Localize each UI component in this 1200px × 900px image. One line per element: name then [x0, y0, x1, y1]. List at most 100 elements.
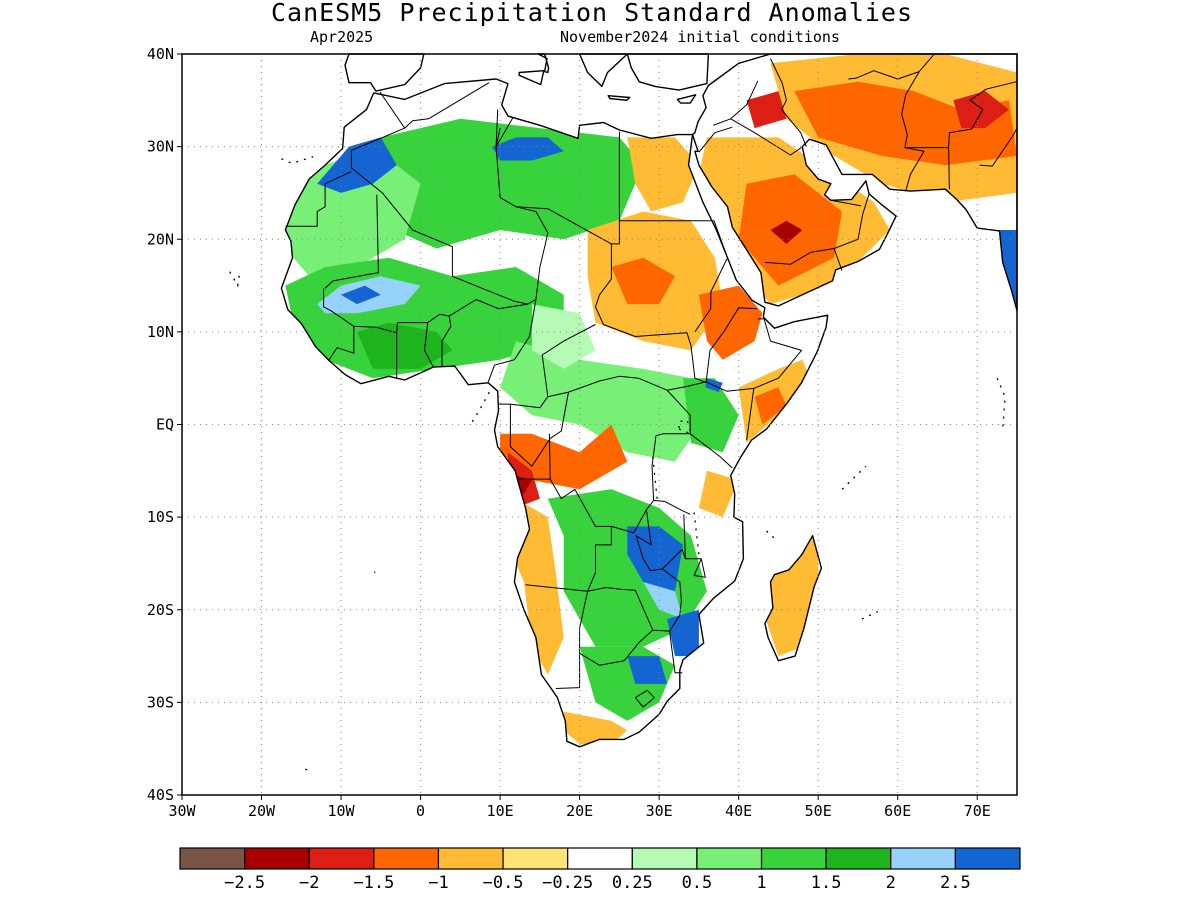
border-27 [611, 500, 654, 534]
anomaly-region-south-africa-blue [627, 656, 668, 684]
lon-label: 10E [487, 802, 514, 820]
island-11 [373, 571, 376, 574]
colorbar-label: 0.25 [612, 873, 653, 893]
border-37 [713, 80, 759, 126]
border-28 [635, 509, 686, 572]
anomaly-region-mozambique-blue [667, 609, 699, 657]
lon-label: 50E [805, 802, 832, 820]
colorbar-swatch [954, 847, 1021, 870]
border-22 [666, 389, 691, 434]
island-1 [229, 271, 240, 288]
lat-label: 10N [147, 323, 174, 341]
colorbar-label: 1 [756, 873, 766, 893]
lon-label: 60E [884, 802, 911, 820]
lat-label: 20N [147, 230, 174, 248]
border-20 [651, 435, 691, 515]
border-4 [495, 109, 499, 147]
coastline-8 [676, 94, 697, 104]
lat-label: 40S [147, 786, 174, 804]
anomaly-region-india-blue [993, 230, 1017, 305]
coastline-7 [607, 95, 631, 101]
coastline-2 [764, 535, 823, 662]
lat-label: 40N [147, 45, 174, 63]
colorbar [179, 847, 1021, 870]
anomaly-region-morocco-blue [317, 137, 397, 193]
border-44 [904, 81, 1017, 149]
border-39 [770, 58, 807, 147]
colorbar-label: 2 [886, 873, 896, 893]
anomaly-region-sudan-red [611, 257, 675, 305]
lat-label: 30N [147, 138, 174, 156]
anomaly-region-libya-blue [492, 137, 564, 161]
border-23 [690, 381, 755, 441]
border-24 [705, 307, 758, 382]
anomaly-region-zambia-lightblue [643, 582, 683, 619]
border-36 [730, 118, 802, 156]
colorbar-label: 2.5 [940, 873, 971, 893]
anomaly-region-cape-orange [563, 711, 628, 745]
colorbar-label: −2 [299, 873, 319, 893]
colorbar-label: −2.5 [224, 873, 265, 893]
colorbar-swatch [502, 847, 569, 870]
lon-label: 70E [964, 802, 991, 820]
coastline-4 [518, 70, 545, 86]
border-32 [555, 628, 581, 689]
border-29 [685, 558, 706, 578]
border-35 [634, 689, 655, 708]
initial-conditions-label: November2024 initial conditions [560, 28, 840, 46]
border-47 [848, 54, 934, 80]
colorbar-swatch [244, 847, 310, 870]
island-0 [281, 156, 314, 164]
colorbar-swatch [696, 847, 763, 870]
border-33 [579, 591, 589, 629]
lon-label: 20E [566, 802, 593, 820]
anomaly-fills [281, 54, 1017, 747]
island-7 [766, 530, 775, 539]
border-50 [495, 117, 514, 147]
lat-lon-grid [177, 53, 1017, 800]
anomaly-region-ethiopia-red [698, 285, 763, 360]
lon-label: 0 [416, 802, 425, 820]
border-31 [587, 587, 670, 632]
colorbar-swatch [567, 847, 633, 870]
border-42 [830, 199, 862, 207]
lat-label: 30S [147, 693, 174, 711]
island-3 [678, 419, 692, 435]
colorbar-label: 0.5 [682, 873, 713, 893]
anomaly-region-sahara-west-green [285, 146, 421, 277]
border-13 [448, 299, 528, 317]
anomaly-region-arabia-brown [770, 220, 803, 244]
colorbar-swatch [308, 847, 375, 870]
anomaly-region-kenya-green [683, 378, 739, 453]
colorbar-swatch [890, 847, 956, 870]
border-30 [662, 568, 683, 674]
map-frame [181, 53, 1018, 796]
colorbar-label: −0.5 [483, 873, 524, 893]
border-12 [328, 326, 355, 360]
colorbar-swatch [631, 847, 698, 870]
anomaly-region-somalia-red [754, 387, 787, 425]
border-48 [379, 91, 429, 129]
border-46 [979, 127, 1018, 167]
lon-label: 20W [248, 802, 276, 820]
border-7 [285, 171, 352, 227]
anomaly-region-egypt-orange [627, 137, 699, 212]
border-41 [764, 248, 843, 271]
lat-label: 10S [147, 508, 174, 526]
lon-label: 30W [168, 802, 196, 820]
anomaly-region-iran-red [794, 81, 1017, 166]
map-title: CanESM5 Precipitation Standard Anomalies [270, 0, 914, 27]
colorbar-swatch [437, 847, 504, 870]
coastline-6 [578, 53, 710, 91]
lon-label: 40E [725, 802, 752, 820]
border-8 [324, 194, 379, 289]
colorbar-label: 1.5 [811, 873, 842, 893]
border-45 [948, 147, 950, 190]
anomaly-region-central-africa-green [500, 341, 707, 462]
island-10 [305, 768, 308, 771]
border-34 [579, 629, 654, 666]
anomaly-region-iraq-darkred [746, 91, 787, 129]
colorbar-swatch [825, 847, 892, 870]
lat-label: EQ [156, 416, 174, 434]
